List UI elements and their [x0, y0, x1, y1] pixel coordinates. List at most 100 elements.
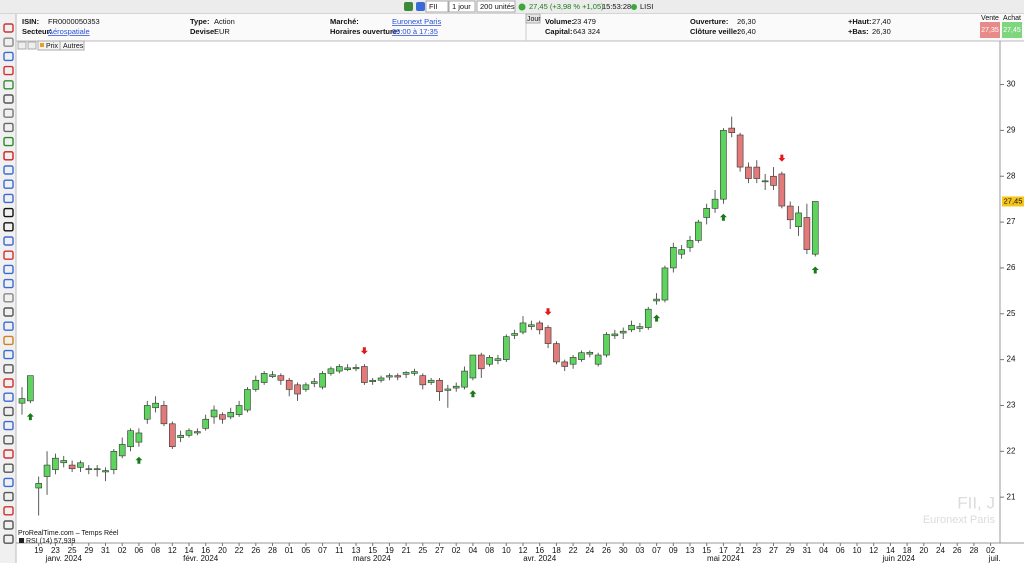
x-tick-label: 16	[535, 546, 544, 555]
tool-icon[interactable]	[3, 250, 14, 260]
x-tick-label: 26	[251, 546, 260, 555]
tool-icon[interactable]	[3, 406, 14, 417]
candle-body	[118, 444, 126, 457]
quote-value[interactable]: 27,35	[981, 27, 999, 34]
candle-body	[335, 366, 343, 372]
tool-icon[interactable]	[3, 378, 14, 388]
chart-tab[interactable]: Prix	[46, 43, 59, 50]
tool-icon[interactable]	[3, 236, 14, 246]
tool-icon[interactable]	[3, 179, 14, 189]
candle-body	[569, 357, 577, 365]
tool-icon[interactable]	[3, 165, 14, 175]
x-tick-label: 18	[552, 546, 561, 555]
tool-icon[interactable]	[3, 335, 14, 346]
tool-icon[interactable]	[3, 264, 14, 275]
month-label: févr. 2024	[183, 554, 219, 563]
tool-icon[interactable]	[3, 364, 14, 374]
field-label: Volume:	[545, 17, 574, 26]
icon	[416, 2, 425, 11]
indicator[interactable]: RSI (14) 57,939	[26, 538, 76, 545]
tool-icon[interactable]	[3, 222, 14, 232]
period[interactable]: 1 jour	[452, 2, 471, 11]
x-tick-label: 04	[468, 546, 477, 555]
tool-icon[interactable]	[3, 506, 14, 516]
tool-icon[interactable]	[3, 23, 14, 33]
tab[interactable]: Jour	[527, 16, 541, 23]
tool-icon[interactable]	[3, 463, 14, 473]
candle-body	[528, 324, 535, 327]
tool-icon[interactable]	[3, 307, 14, 317]
candle-body	[695, 221, 702, 241]
x-tick-label: 25	[68, 546, 77, 555]
x-tick-label: 17	[719, 546, 728, 555]
x-tick-label: 08	[151, 546, 160, 555]
month-label: mai 2024	[707, 554, 740, 563]
tool-icon[interactable]	[3, 80, 14, 90]
menu-button[interactable]	[27, 41, 37, 50]
price-tag-label: 27,45	[1004, 196, 1023, 205]
tool-icon[interactable]	[3, 278, 14, 289]
name: LISI	[640, 2, 653, 11]
x-tick-label: 26	[953, 546, 962, 555]
x-tick-label: 24	[585, 546, 594, 555]
tool-icon[interactable]	[3, 136, 14, 147]
tool-icon[interactable]	[3, 122, 14, 133]
month-label: juin 2024	[882, 554, 916, 563]
month-label: janv. 2024	[45, 554, 83, 563]
tool-icon[interactable]	[3, 94, 14, 104]
x-tick-label: 15	[368, 546, 377, 555]
tool-icon[interactable]	[3, 477, 14, 488]
candle-body	[661, 267, 669, 301]
tool-icon[interactable]	[3, 392, 14, 402]
x-tick-label: 02	[452, 546, 461, 555]
tool-icon[interactable]	[3, 321, 14, 331]
tool-icon[interactable]	[3, 520, 14, 530]
quote-value[interactable]: 27,45	[1003, 27, 1021, 34]
field-value[interactable]: Aérospatiale	[48, 27, 90, 36]
quote-box[interactable]	[980, 22, 1000, 38]
tool-icon[interactable]	[3, 293, 14, 303]
tool-icon[interactable]	[3, 108, 14, 118]
field-value: 27,40	[872, 17, 891, 26]
tab-box[interactable]	[59, 40, 85, 51]
candle-body	[52, 457, 59, 470]
source: ProRealTime.com – Temps Réel	[18, 530, 119, 537]
y-tick-label: 27	[1007, 217, 1016, 226]
x-tick-label: 13	[686, 546, 695, 555]
tool-icon[interactable]	[3, 193, 14, 204]
tool-icon[interactable]	[3, 151, 14, 161]
tool-icon[interactable]	[3, 349, 14, 360]
x-tick-label: 06	[836, 546, 845, 555]
field-value[interactable]: Euronext Paris	[392, 17, 441, 26]
x-tick-label: 22	[235, 546, 244, 555]
tool-icon[interactable]	[3, 65, 14, 76]
candle-body	[27, 375, 34, 402]
candle-body	[745, 166, 752, 179]
x-tick-label: 19	[385, 546, 394, 555]
collapse-button[interactable]	[17, 41, 27, 50]
tool-icon[interactable]	[3, 37, 14, 47]
quote-box[interactable]	[1002, 22, 1022, 38]
tool-icon[interactable]	[3, 51, 14, 62]
tool-icon[interactable]	[3, 491, 14, 502]
period-box[interactable]	[448, 0, 476, 13]
chart-tab[interactable]: Autres	[63, 43, 84, 50]
x-tick-label: 07	[652, 546, 661, 555]
tab-box[interactable]	[525, 13, 541, 24]
candle-body	[603, 334, 610, 356]
tool-icon[interactable]	[3, 435, 14, 445]
tool-icon[interactable]	[3, 207, 14, 218]
quote-label: Vente	[981, 15, 999, 22]
candle-body	[60, 460, 68, 464]
symbol-box[interactable]	[425, 0, 449, 13]
units-box[interactable]	[476, 0, 516, 13]
tool-icon[interactable]	[3, 534, 14, 544]
symbol[interactable]: FII	[429, 2, 438, 11]
candle-body	[419, 375, 427, 386]
buy-signal	[469, 390, 477, 398]
field-value[interactable]: 09:00 à 17:35	[392, 27, 438, 36]
units[interactable]: 200 unités	[480, 2, 515, 11]
tool-icon[interactable]	[3, 449, 14, 459]
candle-body	[636, 326, 644, 329]
tool-icon[interactable]	[3, 420, 14, 431]
